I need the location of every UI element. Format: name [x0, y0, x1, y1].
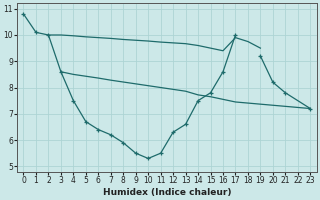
- X-axis label: Humidex (Indice chaleur): Humidex (Indice chaleur): [103, 188, 231, 197]
